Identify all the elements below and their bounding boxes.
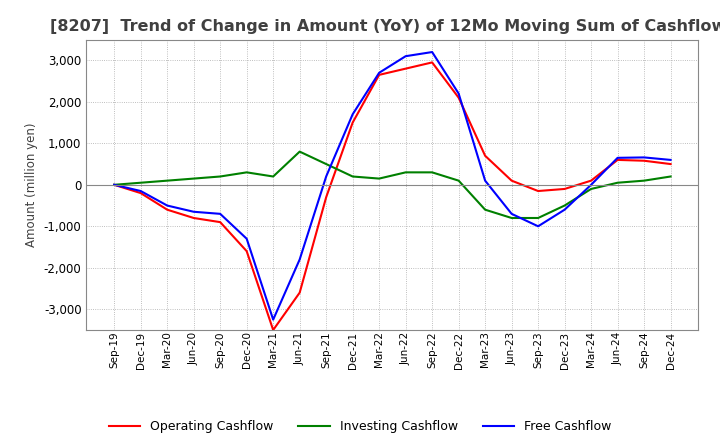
Investing Cashflow <box>428 170 436 175</box>
Free Cashflow <box>348 112 357 117</box>
Operating Cashflow <box>163 207 171 213</box>
Investing Cashflow <box>560 203 569 208</box>
Free Cashflow <box>666 157 675 162</box>
Operating Cashflow <box>613 157 622 162</box>
Investing Cashflow <box>401 170 410 175</box>
Free Cashflow <box>481 178 490 183</box>
Investing Cashflow <box>295 149 304 154</box>
Investing Cashflow <box>481 207 490 213</box>
Free Cashflow <box>375 70 384 75</box>
Line: Operating Cashflow: Operating Cashflow <box>114 62 670 330</box>
Operating Cashflow <box>454 95 463 100</box>
Free Cashflow <box>136 188 145 194</box>
Operating Cashflow <box>587 178 595 183</box>
Operating Cashflow <box>189 215 198 220</box>
Operating Cashflow <box>401 66 410 71</box>
Investing Cashflow <box>508 215 516 220</box>
Free Cashflow <box>508 211 516 216</box>
Operating Cashflow <box>428 60 436 65</box>
Operating Cashflow <box>136 191 145 196</box>
Investing Cashflow <box>163 178 171 183</box>
Investing Cashflow <box>454 178 463 183</box>
Free Cashflow <box>560 207 569 213</box>
Operating Cashflow <box>216 220 225 225</box>
Investing Cashflow <box>243 170 251 175</box>
Free Cashflow <box>454 91 463 96</box>
Legend: Operating Cashflow, Investing Cashflow, Free Cashflow: Operating Cashflow, Investing Cashflow, … <box>104 415 616 438</box>
Operating Cashflow <box>322 194 330 200</box>
Operating Cashflow <box>508 178 516 183</box>
Free Cashflow <box>269 317 277 322</box>
Investing Cashflow <box>534 215 542 220</box>
Operating Cashflow <box>560 186 569 191</box>
Free Cashflow <box>534 224 542 229</box>
Investing Cashflow <box>216 174 225 179</box>
Investing Cashflow <box>322 161 330 167</box>
Line: Free Cashflow: Free Cashflow <box>114 52 670 319</box>
Free Cashflow <box>587 182 595 187</box>
Investing Cashflow <box>587 186 595 191</box>
Investing Cashflow <box>269 174 277 179</box>
Operating Cashflow <box>243 249 251 254</box>
Investing Cashflow <box>136 180 145 185</box>
Free Cashflow <box>189 209 198 214</box>
Free Cashflow <box>322 174 330 179</box>
Operating Cashflow <box>269 327 277 333</box>
Y-axis label: Amount (million yen): Amount (million yen) <box>25 123 38 247</box>
Free Cashflow <box>163 203 171 208</box>
Free Cashflow <box>216 211 225 216</box>
Investing Cashflow <box>640 178 649 183</box>
Investing Cashflow <box>348 174 357 179</box>
Free Cashflow <box>243 236 251 242</box>
Investing Cashflow <box>613 180 622 185</box>
Free Cashflow <box>640 155 649 160</box>
Line: Investing Cashflow: Investing Cashflow <box>114 152 670 218</box>
Investing Cashflow <box>666 174 675 179</box>
Title: [8207]  Trend of Change in Amount (YoY) of 12Mo Moving Sum of Cashflows: [8207] Trend of Change in Amount (YoY) o… <box>50 19 720 34</box>
Operating Cashflow <box>348 120 357 125</box>
Free Cashflow <box>613 155 622 161</box>
Free Cashflow <box>295 257 304 262</box>
Investing Cashflow <box>110 182 119 187</box>
Operating Cashflow <box>666 161 675 167</box>
Operating Cashflow <box>295 290 304 295</box>
Operating Cashflow <box>481 153 490 158</box>
Investing Cashflow <box>189 176 198 181</box>
Operating Cashflow <box>640 158 649 163</box>
Operating Cashflow <box>375 72 384 77</box>
Investing Cashflow <box>375 176 384 181</box>
Free Cashflow <box>401 54 410 59</box>
Free Cashflow <box>428 49 436 55</box>
Operating Cashflow <box>534 188 542 194</box>
Operating Cashflow <box>110 182 119 187</box>
Free Cashflow <box>110 182 119 187</box>
